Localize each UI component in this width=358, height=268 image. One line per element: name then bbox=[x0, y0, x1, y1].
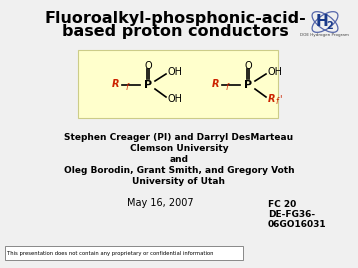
Text: 06GO16031: 06GO16031 bbox=[268, 220, 326, 229]
Text: Stephen Creager (PI) and Darryl DesMarteau: Stephen Creager (PI) and Darryl DesMarte… bbox=[64, 133, 294, 142]
Text: DOE Hydrogen Program: DOE Hydrogen Program bbox=[300, 33, 349, 37]
Text: f: f bbox=[225, 83, 228, 91]
Text: OH: OH bbox=[168, 94, 183, 104]
Text: University of Utah: University of Utah bbox=[132, 177, 226, 186]
Text: O: O bbox=[144, 61, 152, 71]
FancyBboxPatch shape bbox=[78, 50, 278, 118]
Text: DE-FG36-: DE-FG36- bbox=[268, 210, 315, 219]
Text: This presentation does not contain any proprietary or confidential information: This presentation does not contain any p… bbox=[7, 251, 213, 255]
Text: May 16, 2007: May 16, 2007 bbox=[127, 198, 193, 208]
Text: and: and bbox=[169, 155, 189, 164]
Text: ': ' bbox=[279, 94, 281, 104]
Text: Oleg Borodin, Grant Smith, and Gregory Voth: Oleg Borodin, Grant Smith, and Gregory V… bbox=[64, 166, 294, 175]
Text: OH: OH bbox=[168, 67, 183, 77]
Text: based proton conductors: based proton conductors bbox=[62, 24, 289, 39]
Text: 2: 2 bbox=[326, 21, 333, 31]
Text: OH: OH bbox=[268, 67, 283, 77]
Text: R: R bbox=[212, 79, 219, 89]
Text: O: O bbox=[244, 61, 252, 71]
Text: R: R bbox=[268, 94, 276, 104]
Text: f: f bbox=[275, 98, 277, 106]
Text: f: f bbox=[125, 83, 127, 91]
Text: Clemson University: Clemson University bbox=[130, 144, 228, 153]
FancyBboxPatch shape bbox=[5, 246, 243, 260]
Text: R: R bbox=[111, 79, 119, 89]
Text: P: P bbox=[244, 80, 252, 90]
Text: FC 20: FC 20 bbox=[268, 200, 296, 209]
Text: P: P bbox=[144, 80, 152, 90]
Text: Fluoroalkyl-phosphonic-acid-: Fluoroalkyl-phosphonic-acid- bbox=[44, 11, 306, 26]
Text: H: H bbox=[316, 14, 328, 29]
